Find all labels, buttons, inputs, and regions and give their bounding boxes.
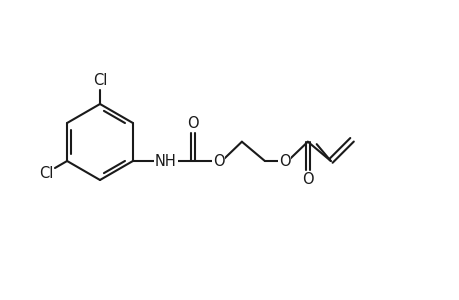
Text: O: O [213,154,224,169]
Text: NH: NH [155,154,176,169]
Text: O: O [187,116,198,130]
Text: O: O [279,154,290,169]
Text: Cl: Cl [93,73,107,88]
Text: O: O [302,172,313,187]
Text: Cl: Cl [39,166,53,181]
